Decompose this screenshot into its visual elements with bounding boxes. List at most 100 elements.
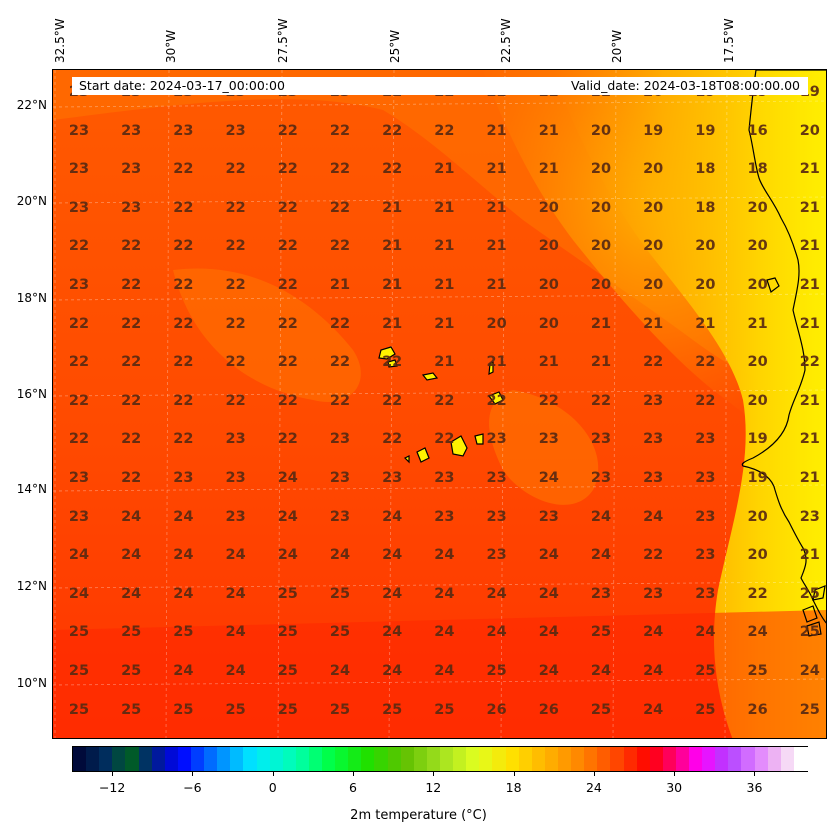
temperature-value-label: 21 [799, 277, 820, 293]
temperature-value-label: 24 [225, 547, 246, 564]
temperature-value-label: 25 [277, 585, 298, 602]
colorbar-tick [272, 772, 274, 776]
colorbar-segment [361, 747, 376, 771]
colorbar-segment [715, 747, 729, 771]
temperature-value-label: 25 [68, 701, 90, 718]
colorbar-segment [73, 747, 87, 771]
colorbar-tick [353, 772, 355, 776]
colorbar-segment [728, 747, 743, 771]
valid-date-label: Valid_date: 2024-03-18T08:00:00.00 [570, 78, 800, 93]
colorbar-tick-label: 0 [268, 780, 277, 795]
temperature-value-label: 23 [643, 585, 664, 602]
temperature-value-label: 24 [329, 547, 351, 564]
temperature-value-label: 25 [695, 701, 716, 718]
lon-label: 30°W [164, 29, 178, 63]
temperature-value-label: 22 [225, 161, 246, 178]
temperature-value-label: 18 [747, 161, 768, 178]
temperature-value-label: 21 [590, 354, 612, 371]
temperature-value-label: 22 [225, 392, 246, 409]
colorbar-tick-label: 24 [585, 780, 602, 795]
lon-label: 20°W [610, 29, 624, 63]
temperature-value-label: 19 [695, 122, 716, 139]
colorbar-segment [426, 747, 441, 771]
colorbar-segment [662, 747, 677, 771]
lat-label: 10°N [16, 676, 47, 690]
temperature-value-label: 22 [277, 199, 298, 216]
temperature-value-label: 25 [277, 624, 298, 641]
lat-label: 22°N [16, 98, 47, 112]
temperature-value-label: 22 [329, 199, 351, 216]
temperature-value-label: 22 [173, 199, 194, 216]
colorbar-segment [466, 747, 480, 771]
temperature-value-label: 22 [277, 431, 298, 448]
temperature-value-label: 23 [121, 199, 142, 216]
temperature-value-label: 25 [329, 701, 351, 718]
temperature-value-label: 23 [121, 122, 142, 139]
temperature-value-label: 22 [590, 392, 612, 409]
temperature-value-label: 22 [173, 161, 194, 178]
temperature-value-label: 24 [329, 663, 351, 679]
temperature-value-label: 22 [277, 161, 298, 178]
colorbar-segment [505, 747, 520, 771]
colorbar-segment [112, 747, 127, 771]
temperature-value-label: 22 [173, 277, 194, 293]
colorbar-segment [571, 747, 585, 771]
colorbar-segment [440, 747, 454, 771]
temperature-value-label: 23 [68, 508, 90, 525]
temperature-value-label: 23 [695, 547, 716, 564]
temperature-value-label: 24 [434, 624, 455, 641]
temperature-value-label: 20 [590, 122, 612, 139]
temperature-value-label: 23 [68, 161, 90, 178]
temperature-value-label: 20 [643, 161, 664, 178]
lat-label: 18°N [16, 291, 47, 305]
temperature-value-label: 22 [121, 392, 142, 409]
temperature-value-label: 24 [277, 508, 298, 525]
temperature-value-label: 24 [382, 547, 403, 564]
temperature-value-label: 25 [590, 624, 612, 641]
temperature-value-label: 22 [68, 392, 90, 409]
temperature-value-label: 20 [643, 277, 664, 293]
temperature-value-label: 24 [121, 547, 142, 564]
temperature-value-label: 23 [486, 547, 507, 564]
temperature-value-label: 20 [486, 315, 507, 332]
temperature-value-label: 24 [486, 624, 507, 641]
temperature-value-label: 23 [382, 470, 403, 486]
temperature-value-label: 24 [173, 663, 194, 679]
temperature-value-label: 22 [329, 122, 351, 139]
temperature-value-label: 20 [695, 277, 716, 293]
temperature-value-label: 22 [277, 315, 298, 332]
temperature-value-label: 21 [799, 238, 820, 255]
temperature-value-label: 20 [643, 238, 664, 255]
temperature-value-label: 24 [538, 663, 559, 679]
temperature-value-label: 24 [643, 663, 664, 679]
temperature-value-label: 25 [695, 663, 716, 679]
colorbar-segment [479, 747, 494, 771]
temperature-value-label: 23 [695, 508, 716, 525]
temperature-value-label: 23 [590, 585, 612, 602]
temperature-value-label: 24 [538, 470, 559, 486]
lon-label: 22.5°W [499, 18, 513, 63]
colorbar-segment [335, 747, 349, 771]
temperature-value-label: 23 [329, 470, 351, 486]
temperature-value-label: 20 [538, 277, 559, 293]
temperature-value-label: 20 [538, 199, 559, 216]
colorbar-segment [256, 747, 271, 771]
temperature-value-label: 24 [225, 585, 246, 602]
temperature-value-label: 23 [68, 277, 90, 293]
temperature-value-label: 21 [486, 122, 507, 139]
temperature-value-label: 23 [643, 392, 664, 409]
temperature-value-label: 21 [434, 161, 455, 178]
temperature-value-label: 24 [434, 547, 455, 564]
temperature-value-label: 24 [225, 663, 246, 679]
colorbar-segment [741, 747, 756, 771]
temperature-value-label: 20 [538, 315, 559, 332]
temperature-value-label: 25 [121, 663, 142, 679]
temperature-value-label: 24 [382, 624, 403, 641]
temperature-value-label: 23 [695, 431, 716, 448]
temperature-value-label: 24 [382, 508, 403, 525]
temperature-value-label: 22 [173, 315, 194, 332]
temperature-value-label: 21 [382, 238, 403, 255]
colorbar-segment [531, 747, 546, 771]
temperature-value-label: 23 [68, 122, 90, 139]
temperature-value-label: 25 [277, 663, 298, 679]
